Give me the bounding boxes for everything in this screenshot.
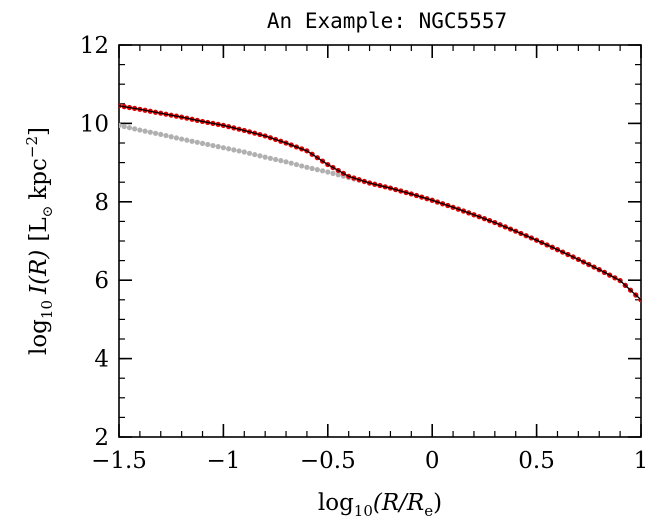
data-point bbox=[226, 146, 232, 152]
data-point bbox=[173, 135, 180, 141]
data-point bbox=[319, 168, 326, 174]
data-series bbox=[119, 103, 641, 303]
y-tick-label: 4 bbox=[94, 347, 109, 373]
data-point bbox=[246, 150, 253, 156]
data-point bbox=[158, 131, 164, 137]
data-point bbox=[304, 164, 310, 170]
x-tick-label: −1.5 bbox=[91, 448, 147, 474]
chart-title: An Example: NGC5557 bbox=[267, 9, 507, 33]
x-tick-label: 0 bbox=[425, 448, 440, 474]
data-point bbox=[299, 163, 305, 169]
data-point bbox=[147, 129, 153, 135]
data-point bbox=[236, 148, 242, 154]
data-point bbox=[293, 161, 300, 168]
y-axis-label: log10I(R)[L⊙kpc−2] bbox=[23, 127, 56, 355]
data-point bbox=[194, 139, 200, 145]
data-point bbox=[220, 145, 226, 151]
data-point bbox=[126, 125, 133, 131]
data-point bbox=[168, 134, 174, 140]
series-0 bbox=[119, 122, 641, 303]
y-tick-label: 10 bbox=[80, 111, 109, 137]
data-point bbox=[257, 153, 263, 159]
data-point bbox=[199, 140, 206, 146]
data-point bbox=[267, 155, 273, 161]
data-point bbox=[179, 136, 185, 142]
data-point bbox=[189, 138, 195, 144]
data-point bbox=[210, 142, 216, 149]
axis-ticks bbox=[118, 44, 642, 438]
y-tick-label: 8 bbox=[94, 190, 109, 216]
series-2 bbox=[119, 105, 641, 301]
data-point bbox=[132, 126, 138, 132]
y-tick-label: 2 bbox=[94, 425, 109, 451]
data-point bbox=[121, 123, 127, 130]
data-point bbox=[231, 147, 237, 153]
data-point bbox=[137, 127, 143, 133]
data-point bbox=[215, 144, 221, 150]
plot-frame bbox=[118, 44, 642, 438]
data-point bbox=[278, 158, 284, 164]
series-1 bbox=[119, 103, 641, 303]
data-point bbox=[205, 141, 211, 148]
data-point bbox=[325, 169, 331, 175]
data-point bbox=[314, 167, 320, 173]
data-point bbox=[142, 128, 148, 134]
data-point bbox=[330, 170, 336, 176]
data-point bbox=[283, 159, 289, 165]
x-axis-label: log10(R/Re) bbox=[318, 490, 442, 520]
series-line bbox=[119, 105, 641, 301]
data-point bbox=[262, 154, 268, 160]
data-point bbox=[184, 137, 190, 143]
y-tick-label: 12 bbox=[80, 33, 109, 59]
x-tick-label: 1 bbox=[634, 448, 648, 474]
data-point bbox=[163, 132, 169, 139]
data-point bbox=[152, 130, 159, 136]
data-point bbox=[288, 160, 294, 166]
data-point bbox=[252, 151, 258, 158]
data-point bbox=[119, 122, 122, 128]
data-point bbox=[335, 172, 341, 178]
x-tick-label: 0.5 bbox=[518, 448, 555, 474]
data-point bbox=[273, 156, 279, 163]
data-point bbox=[309, 165, 315, 172]
x-tick-label: −1 bbox=[206, 448, 240, 474]
data-point bbox=[241, 149, 247, 155]
x-tick-label: −0.5 bbox=[300, 448, 356, 474]
y-tick-label: 6 bbox=[94, 268, 109, 294]
